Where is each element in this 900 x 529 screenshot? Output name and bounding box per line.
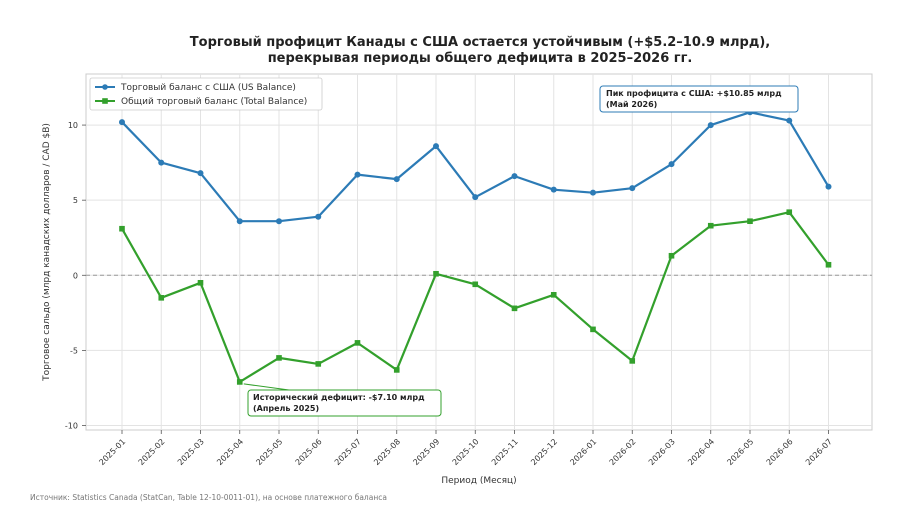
x-tick-label: 2025-09 [411, 437, 441, 467]
data-point-us-balance [511, 173, 518, 180]
data-point-us-balance [707, 122, 714, 129]
x-tick-label: 2025-05 [254, 437, 284, 467]
legend-label-us-balance: Торговый баланс с США (US Balance) [120, 83, 296, 93]
data-point-us-balance [158, 159, 165, 166]
y-axis-label: Торговое сальдо (млрд канадских долларов… [42, 123, 52, 382]
annotation-total-deficit-box [247, 389, 442, 417]
data-point-us-balance [629, 185, 636, 192]
data-point-total-balance [472, 281, 479, 288]
y-tick-label: 5 [73, 196, 78, 205]
x-tick-label: 2025-12 [529, 437, 559, 467]
x-tick-label: 2025-01 [97, 437, 127, 467]
data-point-total-balance [433, 270, 439, 277]
data-point-total-balance [511, 305, 518, 312]
data-point-total-balance [825, 261, 832, 268]
annotation-us-peak-line1: Пик профицита с США: +$10.85 млрд [606, 89, 782, 98]
chart-title-line1: Торговый профицит Канады с США остается … [190, 35, 770, 50]
data-point-total-balance [550, 292, 557, 298]
data-point-us-balance [668, 161, 675, 168]
x-tick-label: 2025-03 [176, 437, 206, 467]
data-point-us-balance [472, 194, 479, 201]
annotation-us-peak-line2: (Май 2026) [606, 100, 657, 109]
x-tick-label: 2025-06 [294, 437, 324, 467]
data-point-total-balance [629, 358, 636, 364]
data-point-us-balance [433, 143, 439, 150]
data-point-us-balance [197, 170, 204, 177]
y-tick-label: 10 [68, 121, 78, 130]
data-point-total-balance [354, 340, 361, 346]
x-tick-label: 2026-05 [725, 437, 755, 467]
data-point-total-balance [590, 326, 596, 333]
annotation-us-peak: Пик профицита с США: +$10.85 млрд (Май 2… [599, 85, 799, 113]
data-point-us-balance [354, 171, 361, 178]
legend: Торговый баланс с США (US Balance) Общий… [89, 77, 323, 111]
annotation-total-deficit-line1: Исторический дефицит: -$7.10 млрд [253, 393, 425, 402]
data-point-total-balance [236, 379, 243, 385]
annotation-total-deficit: Исторический дефицит: -$7.10 млрд (Апрел… [243, 383, 442, 417]
source-note: Источник: Statistics Canada (StatCan, Ta… [30, 493, 387, 502]
data-point-total-balance [276, 355, 282, 361]
data-point-total-balance [747, 218, 753, 225]
x-tick-label: 2026-06 [765, 437, 795, 467]
data-point-total-balance [786, 209, 793, 215]
x-tick-label: 2026-02 [608, 437, 638, 467]
y-tick-label: -10 [65, 421, 78, 430]
data-point-us-balance [236, 218, 243, 225]
x-tick-label: 2026-07 [804, 437, 834, 467]
x-tick-label: 2025-11 [490, 437, 520, 467]
data-point-total-balance [119, 225, 125, 232]
x-tick-label: 2025-04 [215, 437, 245, 467]
data-point-us-balance [315, 213, 322, 220]
data-point-us-balance [825, 183, 832, 190]
chart-title-line2: перекрывая периоды общего дефицита в 202… [268, 51, 693, 66]
annotation-us-peak-box [599, 85, 799, 113]
y-tick-label: 0 [73, 271, 78, 280]
x-tick-label: 2026-04 [686, 437, 716, 467]
x-tick-label: 2026-03 [647, 437, 677, 467]
series-layer [119, 109, 832, 385]
plot-area [85, 73, 873, 431]
data-point-us-balance [393, 176, 400, 183]
x-tick-label: 2026-01 [568, 437, 598, 467]
data-point-total-balance [393, 367, 400, 373]
data-point-total-balance [668, 252, 675, 259]
data-point-total-balance [158, 295, 165, 301]
y-tick-label: -5 [70, 346, 78, 355]
x-tick-label: 2025-10 [451, 437, 481, 467]
data-point-total-balance [197, 279, 204, 286]
data-point-us-balance [590, 189, 596, 196]
legend-box [89, 77, 323, 111]
data-point-total-balance [707, 222, 714, 229]
x-axis-label: Период (Месяц) [441, 476, 516, 486]
x-tick-label: 2025-08 [372, 437, 402, 467]
data-point-us-balance [119, 119, 125, 126]
data-point-us-balance [786, 117, 793, 124]
legend-marker-us-balance [102, 84, 108, 90]
data-point-us-balance [276, 218, 282, 225]
data-point-us-balance [550, 186, 557, 193]
annotation-total-deficit-line2: (Апрель 2025) [253, 404, 319, 413]
grid-layer [86, 74, 872, 430]
legend-marker-total-balance [102, 98, 108, 104]
legend-label-total-balance: Общий торговый баланс (Total Balance) [121, 97, 307, 107]
x-tick-label: 2025-02 [137, 437, 167, 467]
annotation-total-deficit-arrow [243, 383, 290, 391]
data-point-total-balance [315, 361, 322, 367]
x-tick-label: 2025-07 [333, 437, 363, 467]
